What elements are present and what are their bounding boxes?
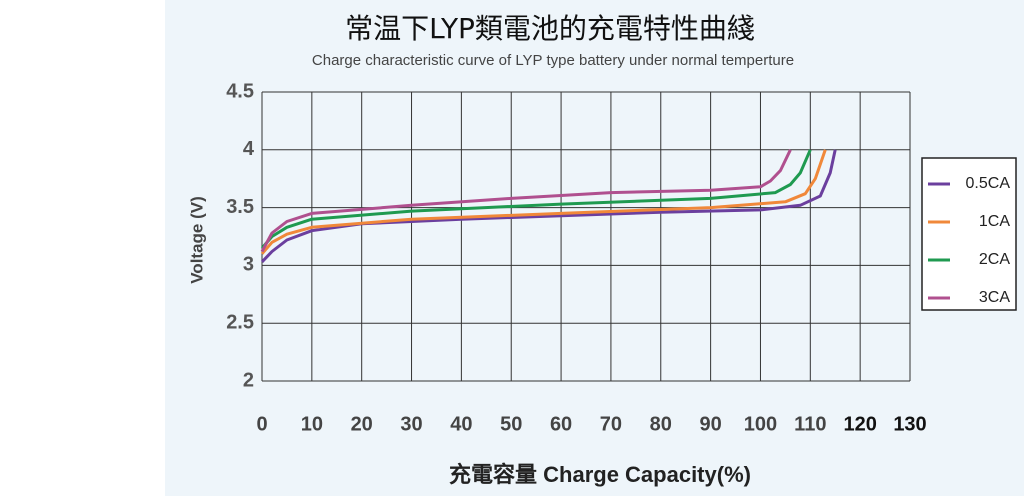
y-tick-label: 3 <box>243 254 254 276</box>
x-tick-label: 30 <box>400 413 422 435</box>
x-tick-label: 60 <box>550 413 572 435</box>
x-tick-label: 70 <box>600 413 622 435</box>
x-tick-label: 130 <box>893 413 926 435</box>
x-tick-label: 20 <box>351 413 373 435</box>
chart-subtitle: Charge characteristic curve of LYP type … <box>312 52 794 69</box>
series-line <box>260 149 827 255</box>
x-tick-label: 0 <box>256 413 267 435</box>
x-tick-label: 90 <box>699 413 721 435</box>
series-line <box>260 149 837 263</box>
x-tick-label: 40 <box>450 413 472 435</box>
legend-label: 1CA <box>979 213 1010 230</box>
y-tick-label: 4.5 <box>226 80 254 102</box>
y-tick-label: 4 <box>243 138 255 160</box>
legend-label: 0.5CA <box>966 175 1011 192</box>
chart-title: 常温下LYP類電池的充電特性曲綫 <box>345 12 755 45</box>
y-tick-label: 2 <box>243 369 254 391</box>
y-tick-label: 2.5 <box>226 311 254 333</box>
y-tick-label: 3.5 <box>226 196 254 218</box>
series-line <box>260 149 792 253</box>
panel-background <box>165 0 1024 496</box>
x-tick-label: 50 <box>500 413 522 435</box>
legend-label: 2CA <box>979 251 1010 268</box>
y-axis-label: Voltage (V) <box>187 196 206 284</box>
series-line <box>260 149 812 250</box>
x-tick-label: 100 <box>744 413 777 435</box>
x-tick-label: 10 <box>301 413 323 435</box>
x-tick-label: 120 <box>843 413 876 435</box>
x-axis-label: 充電容量 Charge Capacity(%) <box>449 462 751 487</box>
x-tick-label: 110 <box>794 413 826 435</box>
legend-label: 3CA <box>979 289 1010 306</box>
x-tick-label: 80 <box>650 413 672 435</box>
